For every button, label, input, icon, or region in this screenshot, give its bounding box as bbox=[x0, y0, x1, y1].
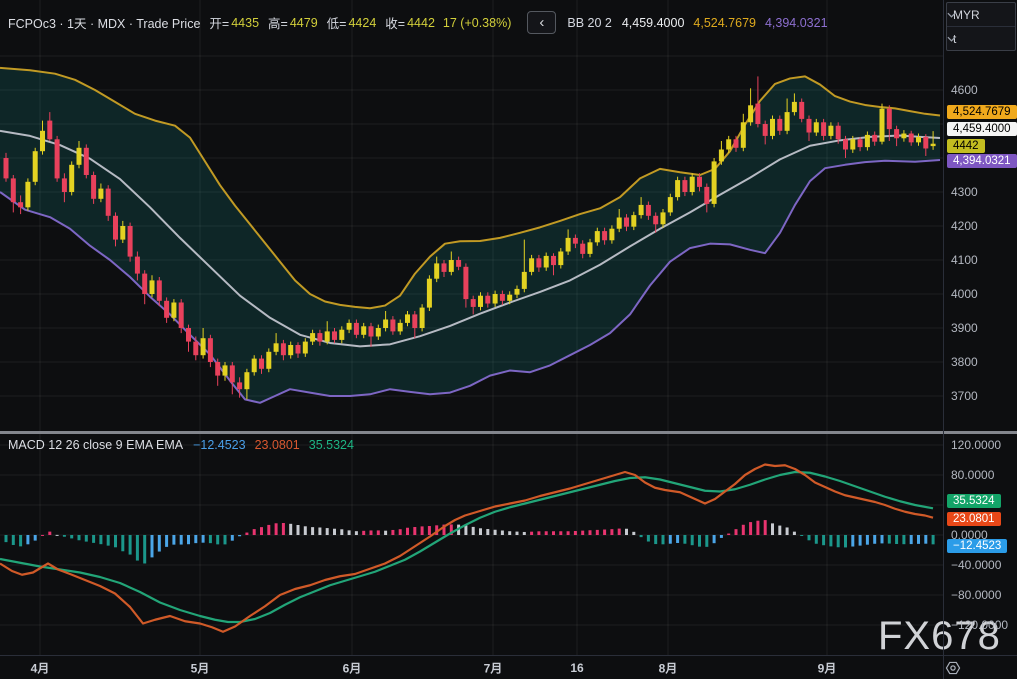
macd-tick-label: −40.0000 bbox=[951, 558, 1002, 572]
price-badge-close: 4442 bbox=[947, 139, 985, 153]
time-tick-label: 16 bbox=[570, 660, 584, 675]
macd-signal-value: 35.5324 bbox=[308, 438, 354, 452]
chevron-down-icon bbox=[947, 36, 956, 42]
price-tick-label: 3800 bbox=[951, 355, 978, 369]
gear-icon bbox=[945, 661, 961, 674]
ohlc-high-label: 高= bbox=[268, 17, 288, 31]
ohlc-high-value: 4479 bbox=[289, 15, 318, 30]
watermark: FX678 bbox=[878, 614, 1001, 658]
ohlc-low-label: 低= bbox=[326, 17, 347, 31]
price-badge-basis: 4,459.4000 bbox=[947, 122, 1017, 136]
axis-unit-selector: MYR t bbox=[946, 2, 1016, 51]
price-tick-label: 4300 bbox=[951, 185, 978, 199]
main-candlestick-pane[interactable] bbox=[0, 0, 943, 431]
ohlc-close-label: 收= bbox=[385, 17, 406, 31]
symbol-legend: FCPOc3 · 1天 · MDX · Trade Price 开= 4435 高… bbox=[8, 11, 828, 34]
chevron-left-icon: ‹ bbox=[539, 14, 545, 31]
price-tick-label: 3700 bbox=[951, 389, 978, 403]
time-tick-label: 8月 bbox=[658, 661, 678, 675]
ohlc-open-label: 开= bbox=[209, 17, 230, 31]
macd-hist-value: −12.4523 bbox=[193, 438, 246, 452]
price-tick-label: 4000 bbox=[951, 287, 978, 301]
macd-line-value: 23.0801 bbox=[254, 438, 300, 452]
ohlc-close-value: 4442 bbox=[407, 15, 435, 30]
currency-value: MYR bbox=[953, 7, 980, 22]
price-tick-label: 4200 bbox=[951, 219, 978, 233]
time-axis[interactable]: 4月 5月 6月 7月 16 8月 9月 bbox=[0, 655, 1017, 679]
bb-upper-value: 4,524.7679 bbox=[693, 15, 756, 30]
ohlc-change: 17 (+0.38%) bbox=[442, 15, 512, 30]
macd-legend: MACD 12 26 close 9 EMA EMA −12.4523 23.0… bbox=[8, 438, 354, 452]
time-axis-settings[interactable] bbox=[943, 656, 1017, 679]
price-badge-lower-band: 4,394.0321 bbox=[947, 154, 1017, 168]
macd-tick-label: −120.0000 bbox=[951, 618, 1009, 632]
unit-value: t bbox=[953, 31, 957, 46]
price-tick-label: 4100 bbox=[951, 253, 978, 267]
time-tick-label: 4月 bbox=[30, 661, 50, 675]
pane-separator[interactable] bbox=[0, 431, 1017, 434]
macd-badge-signal-line: 35.5324 bbox=[947, 494, 1001, 508]
symbol-title: FCPOc3 · 1天 · MDX · Trade Price bbox=[8, 17, 201, 31]
price-tick-label: 4600 bbox=[951, 83, 978, 97]
back-button[interactable]: ‹ bbox=[527, 11, 557, 34]
macd-badge-macd-line: 23.0801 bbox=[947, 512, 1001, 526]
macd-tick-label: −80.0000 bbox=[951, 588, 1002, 602]
macd-tick-label: 80.0000 bbox=[951, 468, 995, 482]
macd-tick-label: 0.0000 bbox=[951, 528, 988, 542]
bb-basis-value: 4,459.4000 bbox=[621, 15, 685, 30]
bb-lower-value: 4,394.0321 bbox=[764, 15, 828, 30]
ohlc-open-value: 4435 bbox=[231, 15, 260, 30]
time-tick-label: 7月 bbox=[483, 661, 503, 675]
macd-pane[interactable] bbox=[0, 434, 943, 655]
price-badge-upper-band: 4,524.7679 bbox=[947, 105, 1017, 119]
time-tick-label: 9月 bbox=[817, 661, 837, 675]
time-tick-label: 6月 bbox=[342, 661, 362, 675]
chevron-down-icon bbox=[947, 12, 956, 18]
currency-dropdown[interactable]: MYR bbox=[947, 3, 1015, 26]
ohlc-low-value: 4424 bbox=[348, 15, 377, 30]
price-tick-label: 3900 bbox=[951, 321, 978, 335]
unit-dropdown[interactable]: t bbox=[947, 26, 1015, 50]
bb-legend-title: BB 20 2 bbox=[567, 15, 612, 30]
time-tick-label: 5月 bbox=[190, 661, 210, 675]
macd-tick-label: 120.0000 bbox=[951, 438, 1002, 452]
macd-legend-title: MACD 12 26 close 9 EMA EMA bbox=[8, 438, 184, 452]
price-axis[interactable]: MYR t 4600 4300 4200 4100 4000 3900 3800 3700 12… bbox=[943, 0, 1017, 655]
macd-badge-histogram: −12.4523 bbox=[947, 539, 1008, 553]
